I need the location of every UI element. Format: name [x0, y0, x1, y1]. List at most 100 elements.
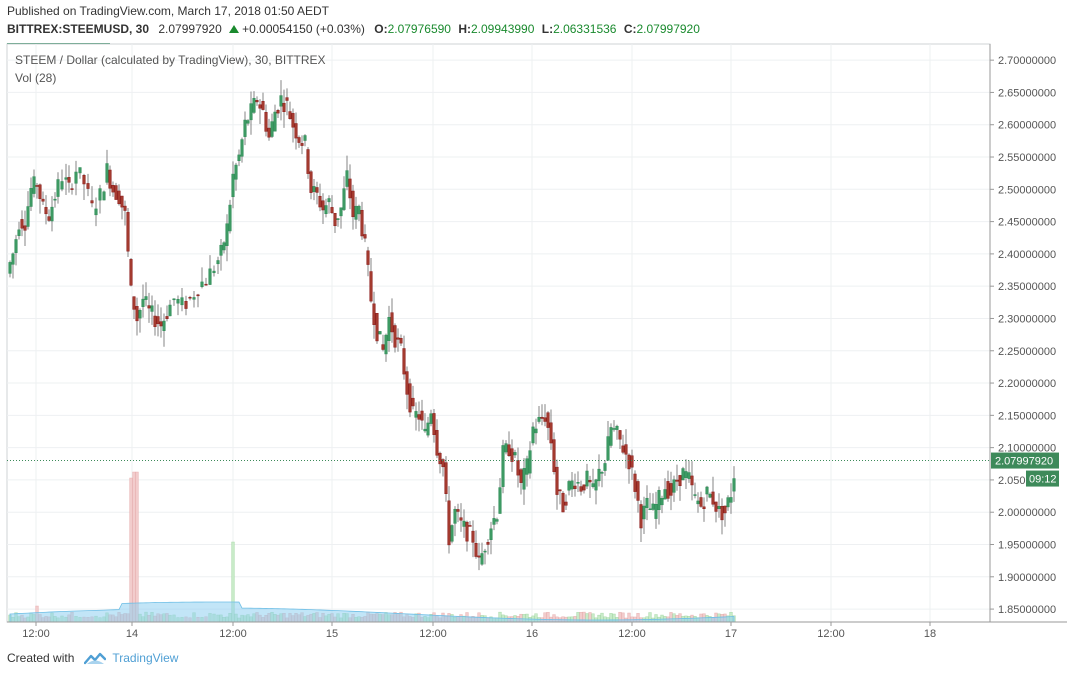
y-tick-label: 2.50000000 — [998, 184, 1056, 196]
candle-down — [474, 543, 478, 557]
candle-up — [212, 270, 216, 274]
candle-up — [414, 411, 418, 418]
chart-axes: 2.70000000 2.65000000 2.60000000 2.55000000… — [7, 44, 1067, 640]
x-tick-label: 14 — [126, 628, 138, 640]
candle-down — [153, 315, 157, 327]
candle-down — [315, 187, 319, 193]
y-tick-label: 1.85000000 — [998, 604, 1056, 616]
candle-down — [276, 110, 280, 114]
candle-down — [86, 183, 90, 189]
candle-down — [67, 177, 71, 183]
candle-down — [393, 325, 397, 348]
candle-down — [261, 101, 265, 110]
candle-down — [546, 412, 550, 428]
candle-down — [264, 112, 268, 132]
candle-down — [300, 143, 304, 146]
candle-down — [420, 410, 424, 421]
candle-up — [672, 479, 676, 493]
countdown-badge — [1026, 470, 1059, 487]
candle-down — [333, 212, 337, 227]
candle-up — [150, 305, 154, 312]
candle-up — [74, 171, 78, 184]
candle-down — [558, 489, 562, 492]
y-tick-label: 2.45000000 — [998, 217, 1056, 229]
candle-down — [255, 100, 259, 103]
candle-up — [462, 520, 466, 527]
candle-down — [90, 200, 94, 204]
candle-up — [8, 262, 12, 274]
candle-up — [717, 506, 721, 509]
candle-up — [208, 268, 212, 285]
candle-down — [471, 530, 475, 543]
candle-down — [321, 200, 325, 211]
candle-up — [495, 519, 499, 522]
candle-down — [369, 271, 373, 302]
candle-up — [498, 487, 502, 514]
candle-down — [285, 97, 289, 101]
candle-up — [252, 98, 256, 113]
candle-up — [642, 505, 646, 520]
candle-up — [11, 253, 15, 265]
candle-down — [543, 417, 547, 422]
candle-up — [303, 135, 307, 141]
candle-up — [453, 508, 457, 524]
candle-up — [732, 478, 736, 492]
candle-up — [180, 297, 184, 306]
high-label: H: — [458, 22, 471, 36]
candle-up — [144, 296, 148, 300]
tradingview-link[interactable]: TradingView — [112, 651, 179, 665]
candle-up — [705, 486, 709, 495]
candle-up — [219, 244, 223, 256]
candle-down — [159, 321, 163, 327]
candle-down — [147, 305, 151, 309]
low-label: L: — [541, 22, 554, 36]
candle-down — [552, 439, 556, 473]
candle-up — [336, 218, 340, 220]
candle-up — [576, 482, 580, 484]
candle-up — [225, 223, 229, 246]
candle-up — [729, 497, 733, 503]
y-tick-label: 2.55000000 — [998, 152, 1056, 164]
candle-down — [564, 501, 568, 506]
candle-up — [687, 472, 691, 479]
candle-up — [26, 206, 30, 227]
candle-up — [492, 518, 496, 525]
candle-down — [288, 111, 292, 119]
candle-up — [450, 525, 454, 542]
candle-up — [654, 504, 658, 519]
candle-up — [228, 204, 232, 232]
candle-up — [94, 208, 98, 216]
candles-layer — [8, 80, 736, 571]
candle-down — [111, 185, 115, 193]
candle-up — [648, 508, 652, 511]
candle-up — [681, 468, 685, 481]
candle-up — [660, 497, 664, 506]
candle-up — [339, 207, 343, 217]
candle-up — [273, 111, 277, 132]
up-triangle-icon — [229, 25, 240, 33]
y-tick-label: 2.10000000 — [998, 443, 1056, 455]
candle-down — [129, 259, 133, 286]
candle-down — [618, 430, 622, 440]
candle-down — [108, 169, 112, 189]
candle-down — [363, 234, 367, 239]
candle-up — [384, 334, 388, 355]
candle-up — [357, 205, 361, 215]
candle-down — [582, 484, 586, 491]
candle-down — [675, 479, 679, 482]
candle-up — [570, 480, 574, 490]
candle-down — [330, 207, 334, 214]
x-tick-label: 12:00 — [618, 628, 646, 640]
candle-down — [306, 149, 310, 174]
y-tick-label: 2.25000000 — [998, 346, 1056, 358]
candle-down — [41, 198, 45, 202]
candle-up — [102, 191, 106, 201]
chart-title: STEEM / Dollar (calculated by TradingVie… — [15, 53, 326, 67]
last-price-badge — [991, 452, 1059, 469]
candle-down — [123, 205, 127, 211]
candle-down — [579, 486, 583, 492]
candle-up — [222, 242, 226, 251]
candle-up — [249, 103, 253, 121]
candle-down — [117, 190, 121, 205]
